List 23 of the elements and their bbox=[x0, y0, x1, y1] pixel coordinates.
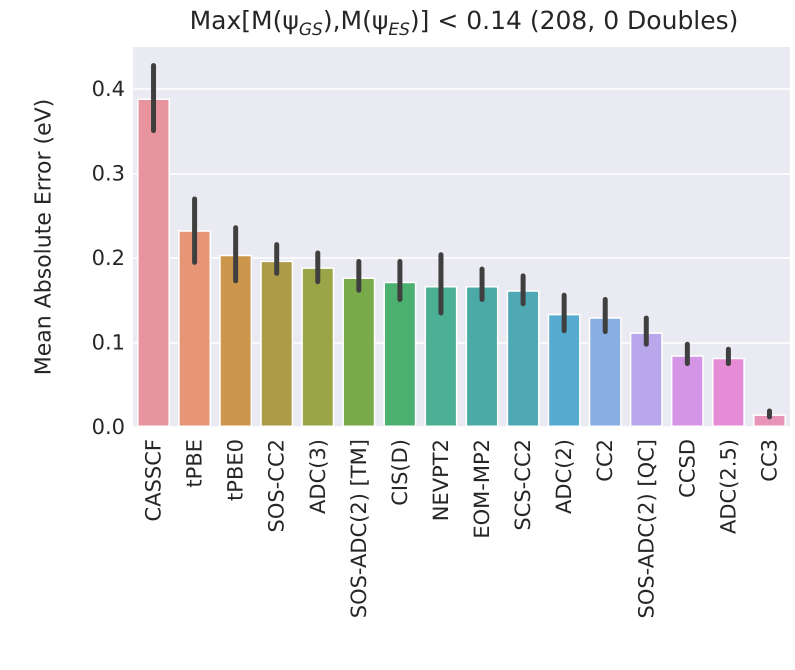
x-tick-label: ADC(2.5) bbox=[716, 439, 740, 534]
y-tick-label: 0.1 bbox=[92, 330, 125, 355]
x-tick-label: SCS-CC2 bbox=[511, 439, 536, 531]
x-tick-label: CIS(D) bbox=[388, 439, 412, 506]
x-tick-label: NEVPT2 bbox=[428, 439, 453, 522]
x-tick-label: tPBE bbox=[182, 439, 207, 488]
x-tick-label: CCSD bbox=[675, 439, 700, 498]
x-tick-label: ADC(3) bbox=[306, 439, 330, 514]
y-tick-label: 0.3 bbox=[92, 162, 125, 186]
x-tick-label: SOS-ADC(2) [TM] bbox=[346, 439, 371, 618]
y-axis-title: Mean Absolute Error (eV) bbox=[32, 98, 56, 376]
y-tick-label: 0.0 bbox=[92, 415, 125, 439]
x-tick-label: SOS-ADC(2) [QC] bbox=[634, 439, 658, 619]
x-tick-label: CC2 bbox=[593, 439, 618, 482]
x-tick-label: ADC(2) bbox=[552, 439, 576, 514]
x-tick-label: CC3 bbox=[757, 439, 782, 482]
y-tick-label: 0.4 bbox=[92, 77, 125, 102]
x-tick-label: EOM-MP2 bbox=[470, 439, 494, 539]
y-tick-label: 0.2 bbox=[92, 246, 125, 270]
x-tick-label: tPBE0 bbox=[224, 439, 248, 501]
chart-title: Max[M(ψ$_{GS}$),M(ψ$_{ES}$)] < 0.14 (208, 0 Doubles) bbox=[188, 6, 740, 40]
x-tick-label: CASSCF bbox=[142, 439, 166, 522]
x-tick-label: SOS-CC2 bbox=[264, 439, 289, 532]
